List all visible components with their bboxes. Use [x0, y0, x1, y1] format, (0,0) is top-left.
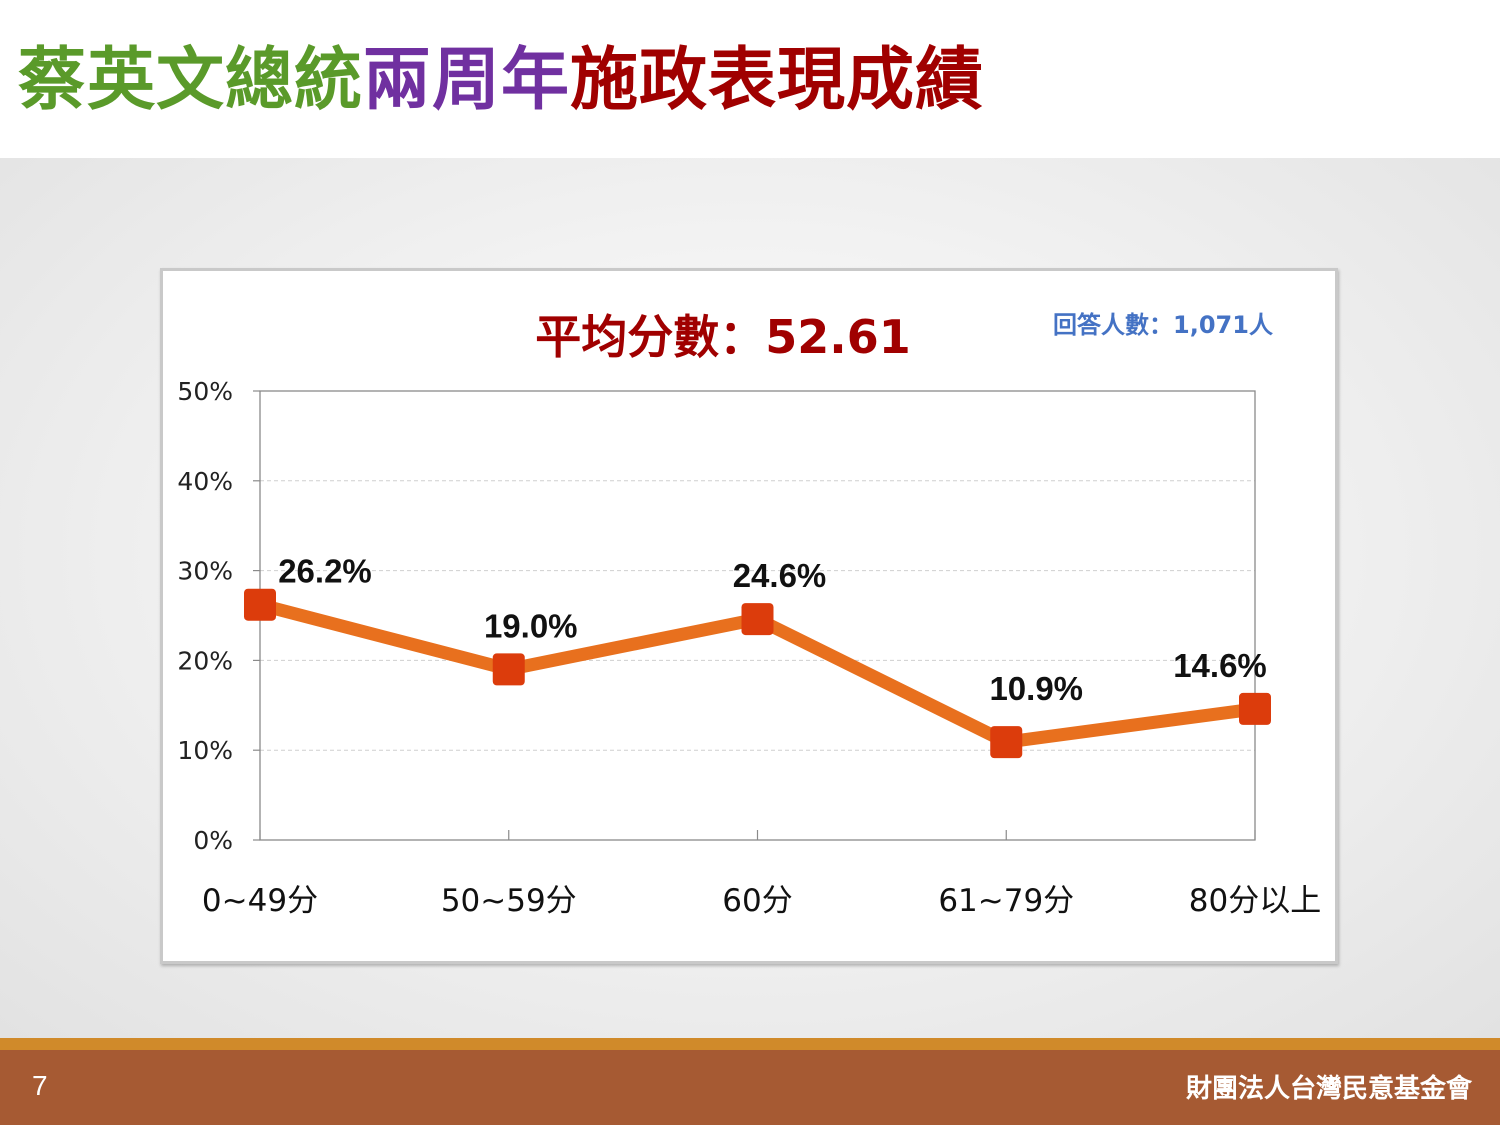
x-tick-label: 60分 [722, 883, 792, 919]
average-score-title: 平均分數：52.61 [535, 310, 911, 364]
y-tick-label: 30% [177, 557, 233, 586]
organization-name: 財團法人台灣民意基金會 [1185, 1074, 1472, 1104]
title-part-president: 蔡英文總統 [18, 41, 364, 120]
footer-bar: 7 財團法人台灣民意基金會 [0, 1050, 1500, 1125]
y-tick-label: 50% [177, 377, 233, 406]
page-number: 7 [32, 1070, 48, 1101]
title-part-performance: 施政表現成績 [570, 41, 985, 120]
y-tick-label: 20% [177, 646, 233, 675]
data-label: 26.2% [278, 553, 372, 590]
data-point-marker [244, 588, 276, 621]
x-tick-label: 50~59分 [441, 883, 577, 919]
y-tick-label: 10% [177, 736, 233, 765]
title-part-anniversary: 兩周年 [363, 41, 571, 120]
data-point-marker [1239, 692, 1271, 725]
x-tick-label: 0~49分 [202, 883, 318, 919]
data-label: 24.6% [733, 557, 827, 594]
footer-accent-line [0, 1038, 1500, 1050]
data-point-marker [741, 603, 774, 636]
data-label: 10.9% [989, 670, 1083, 707]
line-chart: 平均分數：52.61 回答人數：1,071人 0% 10% 20% 30% 40% 50% 0~… [177, 310, 1321, 919]
slide-title: 蔡英文總統兩周年施政表現成績 [18, 36, 984, 126]
data-point-marker [492, 653, 525, 686]
respondents-count: 回答人數：1,071人 [1053, 311, 1273, 339]
title-bar: 蔡英文總統兩周年施政表現成績 [0, 0, 1500, 158]
data-label: 19.0% [484, 607, 578, 644]
y-tick-label: 40% [177, 467, 233, 496]
x-tick-label: 80分以上 [1189, 883, 1321, 919]
data-label: 14.6% [1173, 647, 1267, 684]
data-point-marker [990, 726, 1023, 759]
chart-panel: 平均分數：52.61 回答人數：1,071人 0% 10% 20% 30% 40% 50% 0~… [160, 268, 1338, 964]
x-tick-label: 61~79分 [938, 883, 1074, 919]
y-tick-label: 0% [193, 826, 233, 855]
